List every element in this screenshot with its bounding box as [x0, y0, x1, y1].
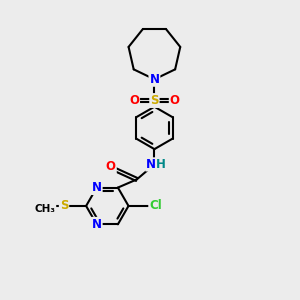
Text: S: S	[60, 200, 68, 212]
Text: N: N	[92, 181, 102, 194]
Text: O: O	[170, 94, 180, 107]
Text: N: N	[149, 73, 159, 86]
Text: S: S	[150, 94, 159, 107]
Text: O: O	[106, 160, 116, 173]
Text: CH₃: CH₃	[34, 204, 56, 214]
Text: N: N	[146, 158, 156, 171]
Text: O: O	[129, 94, 139, 107]
Text: H: H	[156, 158, 166, 171]
Text: Cl: Cl	[149, 200, 162, 212]
Text: N: N	[92, 218, 102, 231]
